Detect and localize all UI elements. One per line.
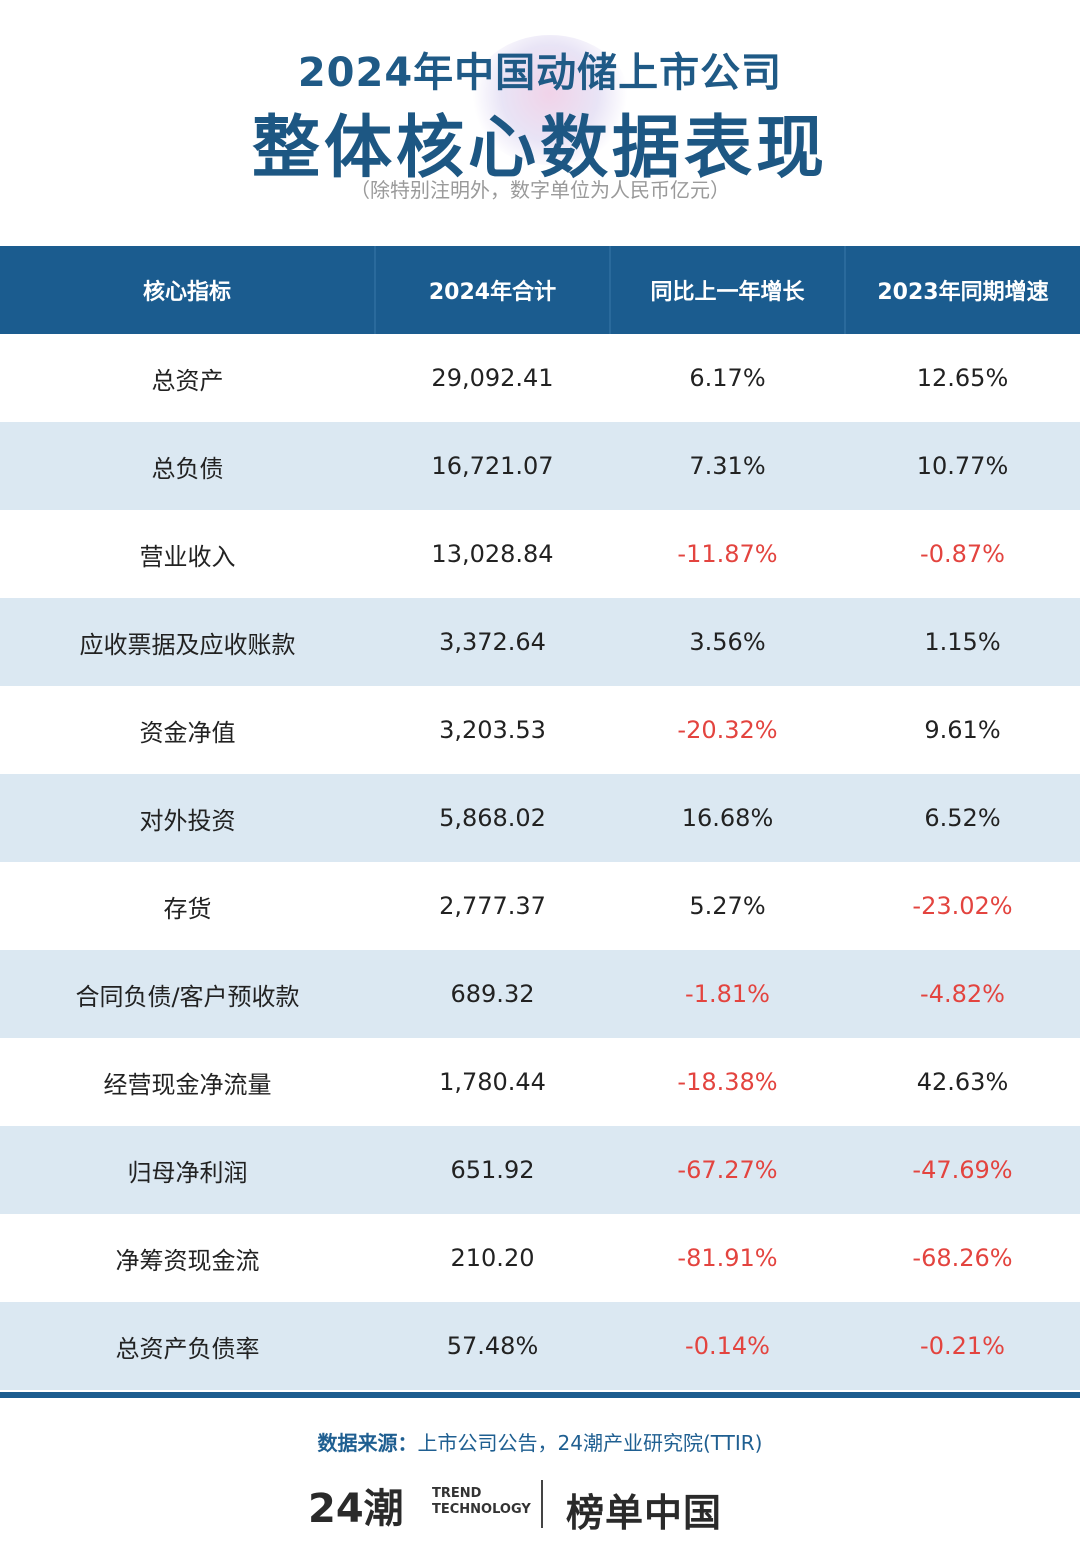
total-cell: 29,092.41 [431, 364, 554, 392]
table-row: 对外投资 5,868.02 16.68% 6.52% [0, 774, 1080, 862]
page-title-line2: 整体核心数据表现 [251, 109, 828, 188]
total-cell: 1,780.44 [439, 1068, 546, 1096]
yoy-cell: -18.38% [677, 1068, 778, 1096]
page-title-line1: 2024年中国动储上市公司 [297, 50, 783, 96]
total-cell: 210.20 [450, 1244, 535, 1272]
indicator-cell: 资金净值 [139, 718, 236, 747]
column-header-2023-growth: 2023年同期增速 [845, 246, 1080, 334]
indicator-cell: 存货 [163, 894, 212, 923]
indicator-cell: 合同负债/客户预收款 [0, 950, 375, 1038]
prev-growth-cell: -23.02% [912, 892, 1013, 920]
total-cell: 5,868.02 [375, 774, 610, 862]
logo-24chao-text: 24潮 [308, 1486, 404, 1532]
yoy-cell: -11.87% [677, 540, 778, 568]
prev-growth-cell: 9.61% [924, 716, 1001, 744]
logo-24chao: 24潮 [308, 1486, 404, 1532]
core-data-table: 核心指标 2024年合计 同比上一年增长 2023年同期增速 总资产 29,092… [0, 246, 1080, 1390]
yoy-cell: -81.91% [677, 1244, 778, 1272]
total-cell: 16,721.07 [375, 422, 610, 510]
indicator-cell: 营业收入 [139, 542, 236, 571]
total-cell: 689.32 [375, 950, 610, 1038]
indicator-cell: 总负债 [0, 422, 375, 510]
indicator-cell: 总资产 [151, 366, 224, 395]
table-row: 净筹资现金流 210.20 -81.91% -68.26% [0, 1214, 1080, 1302]
title-decoration [470, 35, 630, 165]
prev-growth-cell: -4.82% [845, 950, 1080, 1038]
total-cell: 651.92 [375, 1126, 610, 1214]
yoy-cell: 16.68% [610, 774, 845, 862]
yoy-cell: -20.32% [677, 716, 778, 744]
prev-growth-cell: -68.26% [912, 1244, 1013, 1272]
total-cell: 57.48% [375, 1302, 610, 1390]
indicator-cell: 经营现金净流量 [103, 1070, 272, 1099]
column-header-indicator: 核心指标 [0, 246, 376, 334]
data-source-label: 数据来源： [317, 1431, 418, 1455]
total-cell: 2,777.37 [439, 892, 546, 920]
yoy-cell: 5.27% [689, 892, 766, 920]
header: 2024年中国动储上市公司 整体核心数据表现 （除特别注明外，数字单位为人民币亿… [0, 0, 1080, 246]
yoy-cell: 6.17% [689, 364, 766, 392]
table-row: 总负债 16,721.07 7.31% 10.77% [0, 422, 1080, 510]
indicator-cell: 归母净利润 [0, 1126, 375, 1214]
table-row: 总资产 29,092.41 6.17% 12.65% [0, 334, 1080, 422]
table-row: 总资产负债率 57.48% -0.14% -0.21% [0, 1302, 1080, 1390]
indicator-cell: 总资产负债率 [0, 1302, 375, 1390]
prev-growth-cell: -0.21% [845, 1302, 1080, 1390]
indicator-cell: 应收票据及应收账款 [0, 598, 375, 686]
total-cell: 3,203.53 [439, 716, 546, 744]
table-header-row: 核心指标 2024年合计 同比上一年增长 2023年同期增速 [0, 246, 1080, 334]
yoy-cell: 3.56% [610, 598, 845, 686]
data-source-text: 上市公司公告，24潮产业研究院(TTIR) [417, 1431, 763, 1455]
data-source: 数据来源：上市公司公告，24潮产业研究院(TTIR) [0, 1427, 1080, 1456]
table-row: 资金净值 3,203.53 -20.32% 9.61% [0, 686, 1080, 774]
yoy-cell: -67.27% [610, 1126, 845, 1214]
yoy-cell: 7.31% [610, 422, 845, 510]
table-row: 营业收入 13,028.84 -11.87% -0.87% [0, 510, 1080, 598]
indicator-cell: 净筹资现金流 [115, 1246, 260, 1275]
table-row: 归母净利润 651.92 -67.27% -47.69% [0, 1126, 1080, 1214]
table-row: 存货 2,777.37 5.27% -23.02% [0, 862, 1080, 950]
column-header-yoy-growth: 同比上一年增长 [610, 246, 846, 334]
table-row: 合同负债/客户预收款 689.32 -1.81% -4.82% [0, 950, 1080, 1038]
indicator-cell: 对外投资 [0, 774, 375, 862]
prev-growth-cell: 12.65% [916, 364, 1009, 392]
unit-note: （除特别注明外，数字单位为人民币亿元） [350, 178, 730, 202]
logo-trend-line1: TREND [432, 1486, 482, 1501]
table-row: 应收票据及应收账款 3,372.64 3.56% 1.15% [0, 598, 1080, 686]
prev-growth-cell: -0.87% [920, 540, 1005, 568]
logo-trend-technology: TREND TECHNOLOGY [432, 1486, 531, 1518]
logo-bangdan-china: 榜单中国 [566, 1491, 723, 1535]
total-cell: 3,372.64 [375, 598, 610, 686]
total-cell: 13,028.84 [431, 540, 554, 568]
prev-growth-cell: 42.63% [916, 1068, 1009, 1096]
logo-trend-line2: TECHNOLOGY [432, 1502, 531, 1517]
table-bottom-rule [0, 1392, 1080, 1398]
prev-growth-cell: 6.52% [845, 774, 1080, 862]
table-row: 经营现金净流量 1,780.44 -18.38% 42.63% [0, 1038, 1080, 1126]
yoy-cell: -0.14% [610, 1302, 845, 1390]
prev-growth-cell: 10.77% [845, 422, 1080, 510]
column-header-2024-total: 2024年合计 [375, 246, 611, 334]
yoy-cell: -1.81% [610, 950, 845, 1038]
logo-bar: 24潮 TREND TECHNOLOGY 榜单中国 [0, 1476, 1080, 1536]
prev-growth-cell: 1.15% [845, 598, 1080, 686]
prev-growth-cell: -47.69% [845, 1126, 1080, 1214]
logo-divider [541, 1480, 543, 1528]
